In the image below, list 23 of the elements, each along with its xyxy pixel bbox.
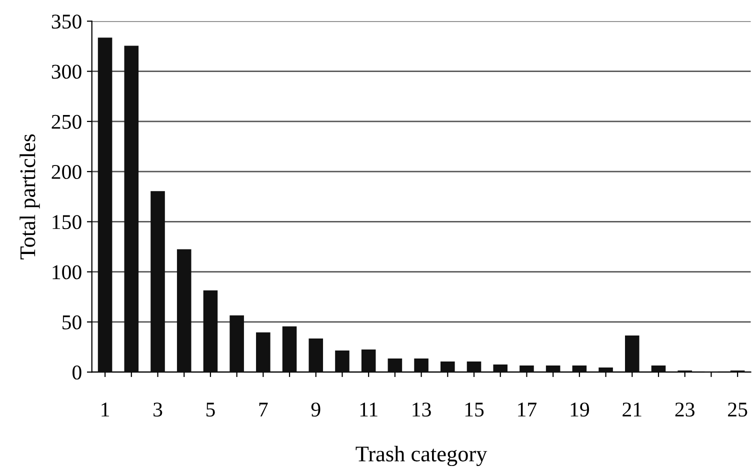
y-axis-title: Total particles xyxy=(20,134,40,260)
x-tick-label: 25 xyxy=(728,402,748,417)
x-tick-label: 5 xyxy=(206,402,215,417)
x-tick-label: 11 xyxy=(360,402,378,416)
x-tick-label: 17 xyxy=(518,402,537,416)
x-tick-label: 3 xyxy=(154,402,162,417)
x-axis-title: Trash category xyxy=(356,446,488,466)
x-tick-label: 1 xyxy=(102,402,109,416)
y-tick-label: 200 xyxy=(52,164,82,180)
y-tick-label: 300 xyxy=(52,64,82,79)
y-tick-label: 50 xyxy=(62,315,82,330)
x-tick-label: 21 xyxy=(622,402,642,416)
y-tick-label: 0 xyxy=(72,365,82,380)
x-tick-label: 19 xyxy=(570,402,589,417)
y-tick-label: 150 xyxy=(52,215,82,230)
y-tick-label: 350 xyxy=(52,14,82,29)
x-tick-label: 23 xyxy=(675,402,694,417)
y-tick-label: 100 xyxy=(52,265,82,280)
x-tick-label: 15 xyxy=(465,402,484,417)
x-tick-label: 13 xyxy=(412,402,431,417)
x-tick-label: 7 xyxy=(259,402,268,416)
x-tick-label: 9 xyxy=(311,402,320,417)
y-tick-label: 250 xyxy=(52,114,82,129)
